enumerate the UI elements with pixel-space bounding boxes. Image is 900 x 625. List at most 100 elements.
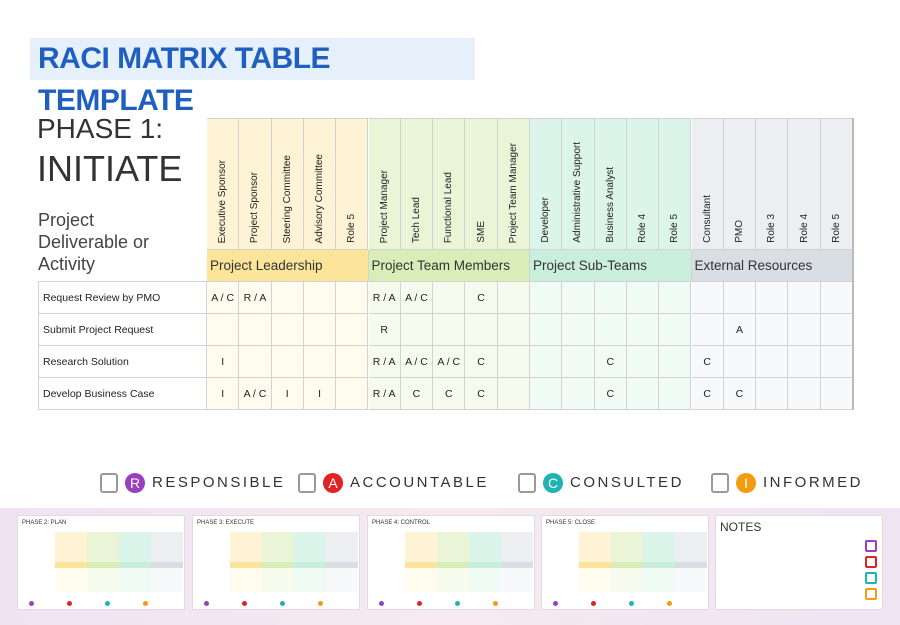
thumbnail-title: PHASE 3: EXECUTE [197, 520, 255, 526]
role-name: SME [475, 221, 487, 243]
legend-label: INFORMED [763, 474, 863, 491]
legend-letter: A [323, 473, 343, 493]
raci-cell [271, 314, 304, 346]
phase-label: PHASE 1: [37, 113, 164, 144]
raci-cell [562, 282, 595, 314]
role-header: SME [465, 118, 498, 250]
legend-label: RESPONSIBLE [152, 474, 286, 491]
thumb-icon [865, 540, 877, 552]
role-header: Functional Lead [433, 118, 466, 250]
role-name: Functional Lead [443, 171, 455, 243]
legend-letter: R [125, 473, 145, 493]
legend-label: ACCOUNTABLE [350, 474, 489, 491]
thumb-band [151, 532, 183, 562]
thumb-band [643, 568, 675, 592]
thumb-band [55, 562, 87, 568]
thumb-band [326, 568, 358, 592]
role-header: Role 4 [788, 118, 821, 250]
role-name: Tech Lead [410, 196, 422, 243]
role-header: Project Sponsor [239, 118, 272, 250]
raci-cell: I [303, 378, 337, 410]
raci-cell [433, 314, 466, 346]
raci-cell [303, 346, 337, 378]
raci-cell [691, 282, 724, 314]
thumb-band [675, 568, 707, 592]
raci-cell [497, 378, 530, 410]
thumb-band [262, 562, 294, 568]
raci-cell [756, 378, 789, 410]
thumb-band [469, 568, 501, 592]
thumb-dot [553, 601, 558, 606]
raci-cell: C [691, 346, 724, 378]
raci-cell [562, 378, 595, 410]
role-header: Advisory Committee [303, 118, 337, 250]
role-name: Project Manager [378, 169, 390, 243]
raci-cell [433, 282, 466, 314]
raci-cell: A / C [207, 282, 240, 314]
raci-cell [820, 346, 853, 378]
raci-cell [562, 314, 595, 346]
raci-cell [756, 314, 789, 346]
raci-cell: R [368, 314, 401, 346]
role-name: Role 4 [798, 214, 810, 243]
raci-cell [788, 314, 821, 346]
legend-letter: C [543, 473, 563, 493]
thumb-band [326, 532, 358, 562]
thumb-band [579, 532, 611, 562]
thumb-band [437, 568, 469, 592]
thumb-band [294, 562, 326, 568]
thumb-band [262, 532, 294, 562]
raci-cell [756, 346, 789, 378]
raci-cell: C [400, 378, 434, 410]
thumb-dot [667, 601, 672, 606]
role-header: Steering Committee [271, 118, 304, 250]
thumb-dot [204, 601, 209, 606]
thumb-dot [29, 601, 34, 606]
raci-cell: R / A [368, 346, 401, 378]
raci-cell [788, 346, 821, 378]
raci-cell [239, 314, 272, 346]
thumb-band [579, 568, 611, 592]
raci-cell [207, 314, 240, 346]
thumb-band [87, 568, 119, 592]
activity: Research Solution [38, 346, 207, 378]
role-header: PMO [723, 118, 757, 250]
thumbnail-title: PHASE 2: PLAN [22, 520, 67, 526]
legend-label: CONSULTED [570, 474, 684, 491]
raci-cell [303, 282, 337, 314]
raci-cell [239, 346, 272, 378]
raci-cell [336, 314, 369, 346]
thumb-band [151, 568, 183, 592]
raci-cell [659, 378, 692, 410]
role-name: Administrative Support [572, 142, 584, 243]
raci-cell: R / A [368, 378, 401, 410]
raci-cell [659, 282, 692, 314]
raci-cell: C [594, 378, 627, 410]
role-name: Role 5 [346, 214, 358, 243]
legend-icon [100, 473, 118, 493]
thumb-dot [629, 601, 634, 606]
thumb-dot [242, 601, 247, 606]
thumb-band [501, 568, 533, 592]
left-header-line [38, 250, 207, 282]
role-header: Consultant [691, 118, 724, 250]
raci-cell [336, 346, 369, 378]
raci-cell [626, 282, 660, 314]
activity: Develop Business Case [38, 378, 207, 410]
role-header: Tech Lead [400, 118, 434, 250]
thumbnail [715, 515, 883, 610]
thumb-band [87, 532, 119, 562]
raci-cell [530, 314, 563, 346]
thumb-band [119, 568, 151, 592]
raci-cell [336, 378, 369, 410]
right-border [852, 118, 854, 410]
group-header: External Resources [691, 250, 853, 282]
thumb-band [469, 532, 501, 562]
role-header: Role 5 [820, 118, 853, 250]
raci-cell: C [723, 378, 757, 410]
raci-cell [756, 282, 789, 314]
role-name: PMO [733, 220, 745, 243]
legend-icon [518, 473, 536, 493]
raci-cell [659, 346, 692, 378]
thumb-band [294, 532, 326, 562]
